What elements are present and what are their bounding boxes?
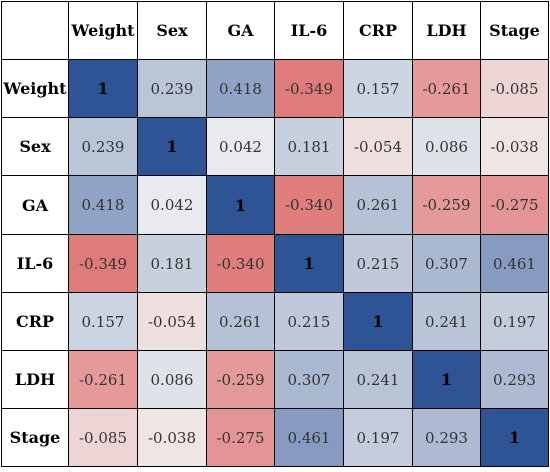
heatmap-cell-ga-il-6: -0.340 (274, 175, 344, 235)
row-header-il-6: IL-6 (1, 234, 69, 293)
heatmap-cell-ga-weight: 0.418 (68, 175, 138, 235)
heatmap-cell-ldh-sex: 0.086 (137, 350, 207, 409)
heatmap-cell-weight-stage: -0.085 (480, 59, 549, 118)
row-header-weight: Weight (1, 59, 69, 118)
heatmap-cell-sex-il-6: 0.181 (274, 117, 344, 176)
corner-cell (1, 1, 69, 60)
heatmap-cell-sex-stage: -0.038 (480, 117, 549, 176)
heatmap-cell-il-6-weight: -0.349 (68, 234, 138, 293)
heatmap-body: Weight 1 0.239 0.418 -0.349 0.157 -0.261 -0.085… (1, 59, 549, 467)
heatmap-cell-weight-sex: 0.239 (137, 59, 207, 118)
heatmap-cell-crp-il-6: 0.215 (274, 292, 344, 351)
row-header-crp: CRP (1, 292, 69, 351)
heatmap-cell-sex-ldh: 0.086 (412, 117, 481, 176)
heatmap-cell-sex-sex: 1 (137, 117, 207, 176)
heatmap-cell-il-6-il-6: 1 (274, 234, 344, 293)
heatmap-cell-crp-ldh: 0.241 (412, 292, 481, 351)
heatmap-cell-sex-crp: -0.054 (343, 117, 413, 176)
header-row-group: Weight Sex GA IL-6 CRP LDH Stage (1, 1, 549, 60)
heatmap-cell-stage-stage: 1 (480, 408, 549, 467)
heatmap-cell-stage-sex: -0.038 (137, 408, 207, 467)
heatmap-row-sex: Sex 0.239 1 0.042 0.181 -0.054 0.086 -0.038 (1, 117, 549, 176)
heatmap-cell-weight-ldh: -0.261 (412, 59, 481, 118)
heatmap-cell-crp-weight: 0.157 (68, 292, 138, 351)
heatmap-row-ldh: LDH -0.261 0.086 -0.259 0.307 0.241 1 0.293 (1, 350, 549, 409)
heatmap-cell-ga-ga: 1 (206, 175, 275, 235)
heatmap-row-crp: CRP 0.157 -0.054 0.261 0.215 1 0.241 0.197 (1, 292, 549, 351)
column-header-row: Weight Sex GA IL-6 CRP LDH Stage (1, 1, 549, 60)
heatmap-row-stage: Stage -0.085 -0.038 -0.275 0.461 0.197 0.293 1 (1, 408, 549, 467)
column-header-ldh: LDH (412, 1, 481, 60)
heatmap-cell-weight-crp: 0.157 (343, 59, 413, 118)
heatmap-cell-weight-il-6: -0.349 (274, 59, 344, 118)
heatmap-row-weight: Weight 1 0.239 0.418 -0.349 0.157 -0.261 -0.085 (1, 59, 549, 118)
heatmap-cell-sex-weight: 0.239 (68, 117, 138, 176)
heatmap-cell-ga-crp: 0.261 (343, 175, 413, 235)
heatmap-cell-ga-sex: 0.042 (137, 175, 207, 235)
column-header-sex: Sex (137, 1, 207, 60)
heatmap-cell-ga-stage: -0.275 (480, 175, 549, 235)
heatmap-cell-ldh-crp: 0.241 (343, 350, 413, 409)
heatmap-cell-il-6-sex: 0.181 (137, 234, 207, 293)
column-header-weight: Weight (68, 1, 138, 60)
heatmap-cell-stage-weight: -0.085 (68, 408, 138, 467)
heatmap-cell-ldh-weight: -0.261 (68, 350, 138, 409)
column-header-crp: CRP (343, 1, 413, 60)
heatmap-row-ga: GA 0.418 0.042 1 -0.340 0.261 -0.259 -0.275 (1, 175, 549, 235)
heatmap-cell-stage-crp: 0.197 (343, 408, 413, 467)
heatmap-cell-stage-ldh: 0.293 (412, 408, 481, 467)
heatmap-cell-crp-stage: 0.197 (480, 292, 549, 351)
heatmap-cell-ldh-ldh: 1 (412, 350, 481, 409)
heatmap-cell-il-6-crp: 0.215 (343, 234, 413, 293)
heatmap-cell-ldh-il-6: 0.307 (274, 350, 344, 409)
heatmap-cell-il-6-ldh: 0.307 (412, 234, 481, 293)
heatmap-cell-crp-sex: -0.054 (137, 292, 207, 351)
row-header-sex: Sex (1, 117, 69, 176)
heatmap-row-il-6: IL-6 -0.349 0.181 -0.340 1 0.215 0.307 0.461 (1, 234, 549, 293)
row-header-stage: Stage (1, 408, 69, 467)
heatmap-cell-crp-crp: 1 (343, 292, 413, 351)
column-header-ga: GA (206, 1, 275, 60)
column-header-stage: Stage (480, 1, 549, 60)
row-header-ldh: LDH (1, 350, 69, 409)
heatmap-cell-weight-weight: 1 (68, 59, 138, 118)
heatmap-cell-stage-ga: -0.275 (206, 408, 275, 467)
heatmap-cell-ldh-stage: 0.293 (480, 350, 549, 409)
heatmap-cell-ga-ldh: -0.259 (412, 175, 481, 235)
heatmap-cell-il-6-stage: 0.461 (480, 234, 549, 293)
heatmap-cell-weight-ga: 0.418 (206, 59, 275, 118)
heatmap-cell-stage-il-6: 0.461 (274, 408, 344, 467)
heatmap-cell-crp-ga: 0.261 (206, 292, 275, 351)
heatmap-cell-sex-ga: 0.042 (206, 117, 275, 176)
heatmap-cell-il-6-ga: -0.340 (206, 234, 275, 293)
heatmap-cell-ldh-ga: -0.259 (206, 350, 275, 409)
row-header-ga: GA (1, 175, 69, 235)
column-header-il-6: IL-6 (274, 1, 344, 60)
